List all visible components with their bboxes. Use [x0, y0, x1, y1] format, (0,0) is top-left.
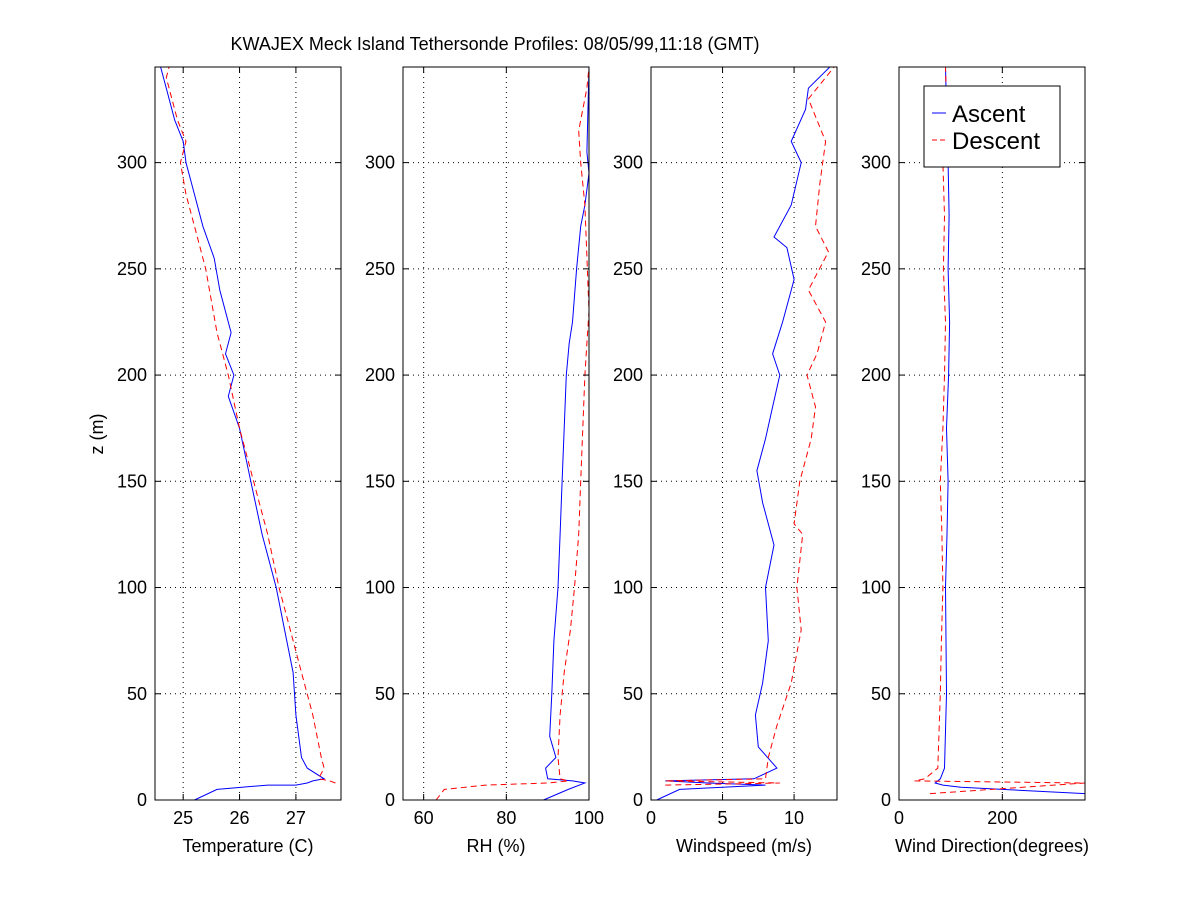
wind-direction-x-tick-label: 0	[894, 808, 904, 828]
temperature-ascent-line	[160, 66, 326, 801]
wind-direction-y-tick-label: 150	[861, 471, 891, 491]
rh-axes-frame	[402, 66, 590, 801]
wind-direction-ascent-line	[934, 66, 1086, 795]
rh-y-tick-label: 250	[365, 259, 395, 279]
rh-descent-line	[435, 66, 590, 801]
windspeed-ascent-line	[656, 66, 831, 801]
wind-direction-y-tick-label: 100	[861, 578, 891, 598]
windspeed-x-tick-label: 0	[646, 808, 656, 828]
windspeed-y-tick-label: 100	[613, 578, 643, 598]
rh-x-tick-label: 60	[414, 808, 434, 828]
rh-x-tick-label: 80	[496, 808, 516, 828]
temperature-y-tick-label: 200	[117, 365, 147, 385]
wind-direction-axes-frame	[898, 66, 1086, 801]
legend: Ascent Descent	[923, 85, 1061, 168]
windspeed-x-axis-label: Windspeed (m/s)	[676, 836, 812, 856]
temperature-descent-line	[165, 66, 336, 784]
rh-y-tick-label: 100	[365, 578, 395, 598]
wind-direction-x-axis-label: Wind Direction(degrees)	[895, 836, 1089, 856]
legend-box	[923, 85, 1061, 168]
rh-y-tick-label: 50	[375, 684, 395, 704]
rh-ascent-line	[543, 66, 590, 801]
wind-direction-y-tick-label: 250	[861, 259, 891, 279]
rh-x-tick-label: 100	[574, 808, 604, 828]
temperature-y-axis-label: z (m)	[87, 414, 107, 455]
windspeed-y-tick-label: 300	[613, 153, 643, 173]
wind-direction-y-tick-label: 0	[881, 790, 891, 810]
rh-x-axis-label: RH (%)	[467, 836, 526, 856]
temperature-axes-frame	[154, 66, 342, 801]
temperature-x-tick-label: 26	[230, 808, 250, 828]
legend-ascent-label: Ascent	[952, 101, 1026, 128]
wind-direction-y-tick-label: 200	[861, 365, 891, 385]
rh-y-tick-label: 200	[365, 365, 395, 385]
temperature-x-tick-label: 27	[286, 808, 306, 828]
legend-descent-label: Descent	[952, 128, 1040, 155]
wind-direction-y-tick-label: 50	[871, 684, 891, 704]
windspeed-y-tick-label: 250	[613, 259, 643, 279]
windspeed-x-tick-label: 5	[718, 808, 728, 828]
temperature-x-tick-label: 25	[173, 808, 193, 828]
temperature-y-tick-label: 250	[117, 259, 147, 279]
rh-y-tick-label: 300	[365, 153, 395, 173]
temperature-x-axis-label: Temperature (C)	[182, 836, 313, 856]
temperature-y-tick-label: 0	[137, 790, 147, 810]
windspeed-y-tick-label: 50	[623, 684, 643, 704]
windspeed-x-tick-label: 10	[784, 808, 804, 828]
rh-y-tick-label: 0	[385, 790, 395, 810]
windspeed-axes-frame	[650, 66, 838, 801]
windspeed-y-tick-label: 0	[633, 790, 643, 810]
wind-direction-descent-line	[914, 66, 1086, 795]
wind-direction-y-tick-label: 300	[861, 153, 891, 173]
temperature-y-tick-label: 150	[117, 471, 147, 491]
figure-title: KWAJEX Meck Island Tethersonde Profiles:…	[231, 34, 760, 54]
rh-y-tick-label: 150	[365, 471, 395, 491]
panel-rh: 60 80 100 0 50 100 150 200 250 300 RH (%)	[365, 66, 604, 856]
panel-temperature: 25 26 27 0 50 100 150 200 250 300 Temperature (C) z…	[87, 66, 342, 856]
windspeed-y-tick-label: 200	[613, 365, 643, 385]
temperature-y-tick-label: 100	[117, 578, 147, 598]
temperature-y-tick-label: 50	[127, 684, 147, 704]
windspeed-y-tick-label: 150	[613, 471, 643, 491]
wind-direction-x-tick-label: 200	[987, 808, 1017, 828]
temperature-y-tick-label: 300	[117, 153, 147, 173]
